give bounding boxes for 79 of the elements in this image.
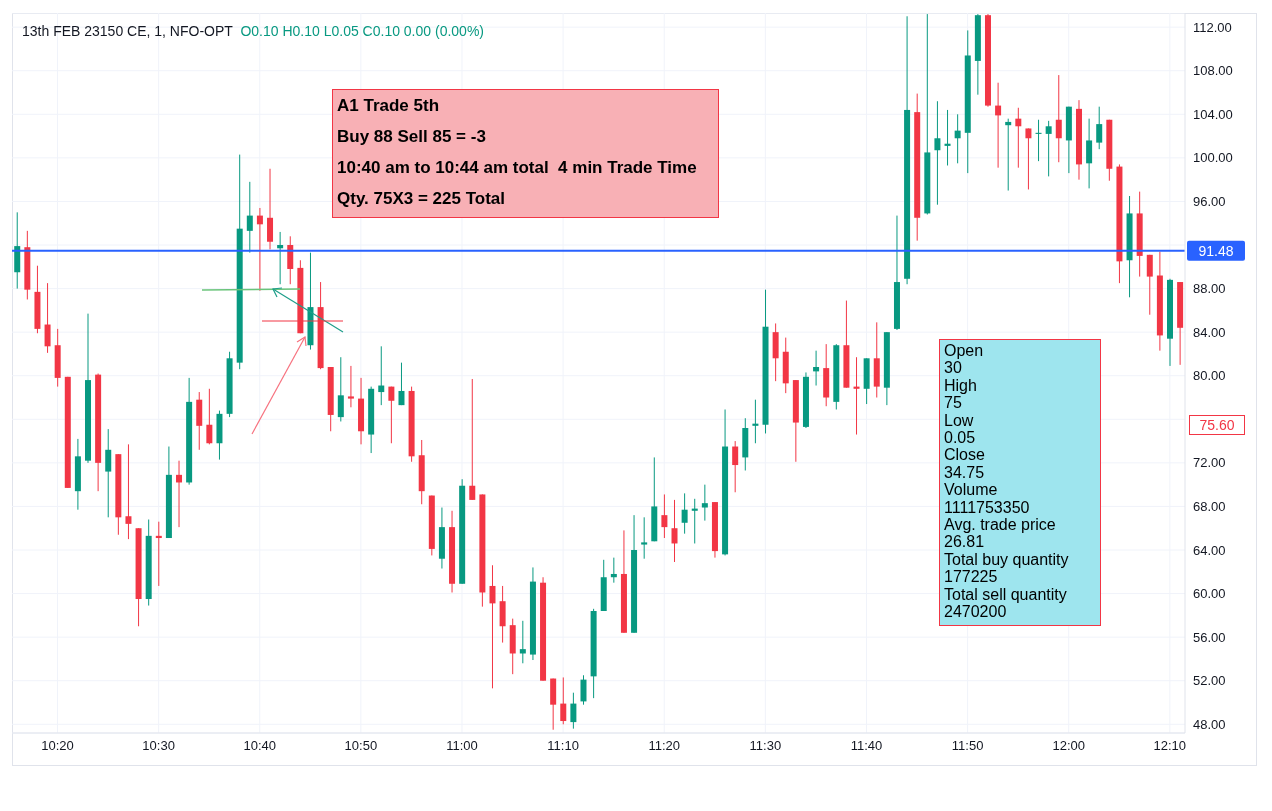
candlestick xyxy=(519,620,526,664)
y-tick-label: 104.00 xyxy=(1193,106,1233,122)
candlestick xyxy=(469,378,476,501)
candlestick xyxy=(155,521,162,587)
candlestick xyxy=(570,692,577,730)
y-tick-label: 48.00 xyxy=(1193,716,1226,732)
annotation: A1 Trade 5th Buy 88 Sell 85 = -3 10:40 am to 10:44 am total 4 min Trade Time Qty. 75X3 = 225 Total xyxy=(337,95,698,210)
candlestick xyxy=(641,516,648,560)
x-tick-label: 10:50 xyxy=(344,738,378,754)
candlestick xyxy=(1086,118,1093,189)
y-tick-label: 96.00 xyxy=(1193,194,1226,210)
candlestick xyxy=(287,235,294,285)
x-tick-label: 11:10 xyxy=(547,738,579,754)
candlestick xyxy=(1025,127,1032,190)
candlestick xyxy=(954,113,961,164)
candlestick xyxy=(277,231,284,285)
candlestick xyxy=(489,564,496,689)
y-tick-label: 88.00 xyxy=(1193,281,1226,297)
x-tick-label: 10:40 xyxy=(243,738,277,754)
candlestick xyxy=(701,484,708,522)
x-tick-label: 12:10 xyxy=(1153,738,1187,754)
candlestick xyxy=(691,498,698,544)
candlestick xyxy=(580,674,587,706)
candlestick xyxy=(246,181,253,254)
candlestick xyxy=(176,460,183,528)
candlestick xyxy=(560,676,567,725)
y-tick-label: 112.00 xyxy=(1193,19,1232,35)
candlestick xyxy=(1146,254,1153,316)
candlestick xyxy=(267,168,274,250)
candlestick xyxy=(388,386,395,444)
y-tick-label: 56.00 xyxy=(1193,629,1226,645)
candlestick xyxy=(1005,118,1012,192)
candlestick xyxy=(337,356,344,422)
x-tick-label: 12:00 xyxy=(1052,738,1085,754)
candlestick xyxy=(681,492,688,535)
candlestick xyxy=(378,345,385,406)
x-tick-label: 11:40 xyxy=(850,738,883,754)
candlestick xyxy=(256,207,263,292)
candlestick xyxy=(995,82,1002,169)
y-tick-label: 72.00 xyxy=(1193,455,1226,471)
y-tick-label: 52.00 xyxy=(1193,673,1226,689)
candlestick xyxy=(934,100,941,206)
candlestick xyxy=(398,362,405,406)
y-tick-label: 64.00 xyxy=(1193,542,1226,558)
candlestick xyxy=(732,440,739,493)
x-tick-label: 10:30 xyxy=(142,738,175,754)
x-tick-label: 11:20 xyxy=(648,738,681,754)
candlestick xyxy=(813,350,820,387)
y-tick-label: 80.00 xyxy=(1193,368,1226,384)
y-tick-label: 68.00 xyxy=(1193,499,1226,515)
y-tick-label: 100.00 xyxy=(1193,150,1233,166)
candlestick xyxy=(752,399,759,444)
candlestick xyxy=(853,356,860,436)
note-box: 75.60 xyxy=(1189,415,1245,435)
candlestick xyxy=(671,499,678,563)
candlestick xyxy=(661,493,668,539)
x-tick-label: 11:50 xyxy=(951,738,984,754)
x-tick-label: 11:30 xyxy=(749,738,782,754)
ref-line-label: 91.48 xyxy=(1198,242,1234,259)
candlestick xyxy=(1096,106,1103,150)
candlestick xyxy=(944,109,951,166)
y-tick-label: 84.00 xyxy=(1193,324,1226,340)
x-tick-label: 11:00 xyxy=(446,738,478,754)
y-tick-label: 60.00 xyxy=(1193,586,1226,602)
candlestick xyxy=(1015,107,1022,169)
text: O0.10 H0.10 L0.05 C0.10 0.00 (0.00%) xyxy=(240,23,484,39)
candlestick xyxy=(125,443,132,540)
candlestick xyxy=(1045,120,1052,177)
note-box: A1 Trade 5th Buy 88 Sell 85 = -3 10:40 am to 10:44 am total 4 min Trade Time Qty. 75X3 = 225 Total xyxy=(332,89,719,218)
candlestick xyxy=(1055,74,1062,163)
candlestick xyxy=(610,557,617,584)
candlestick xyxy=(105,428,112,518)
candlestick xyxy=(347,365,354,408)
candlestick xyxy=(206,388,213,445)
x-tick-label: 10:20 xyxy=(41,738,74,754)
y-tick-label: 108.00 xyxy=(1193,63,1233,79)
text: 13th FEB 23150 CE, 1, NFO-OPT xyxy=(22,23,233,39)
note-box: Open 30 High 75 Low 0.05 Close 34.75 Volume 1111753350 Avg. trade price 26.81 Total buy quantity 177225 Total sell quantity 2470200 xyxy=(939,339,1101,626)
candlestick xyxy=(44,282,51,354)
